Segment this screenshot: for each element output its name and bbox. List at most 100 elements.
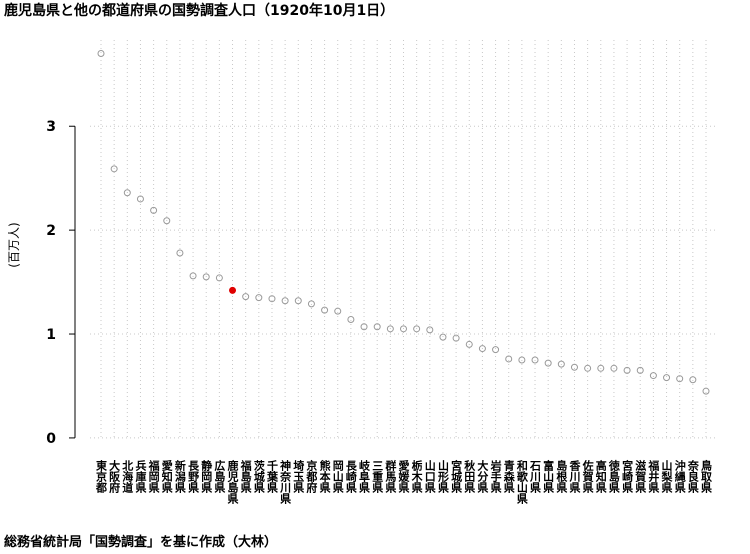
point [163,217,171,225]
point [531,356,539,364]
x-tick-label: 愛知県 [160,459,174,494]
x-tick-label: 千葉県 [265,459,279,494]
x-tick-label: 愛媛県 [397,459,411,494]
point [268,295,276,303]
x-tick-label: 岩手県 [489,459,503,494]
point [255,294,263,302]
point [478,345,486,353]
x-tick-label: 京都府 [305,459,319,494]
x-tick-label: 青森県 [502,459,515,494]
x-tick-label: 東京都 [95,459,109,494]
point [229,286,237,294]
x-tick-label: 群馬県 [384,459,398,494]
point [636,366,644,374]
x-tick-label: 茨城県 [252,459,265,494]
point [110,165,118,173]
x-tick-label: 長崎県 [344,460,357,494]
x-tick-label: 島根県 [555,459,568,494]
point [373,323,381,331]
x-tick-label: 熊本県 [318,459,331,494]
point [597,364,605,372]
point [452,334,460,342]
point [557,360,565,368]
y-axis-label: (百万人) [7,222,21,267]
y-tick-label: 0 [46,431,56,447]
x-tick-label: 香川県 [568,459,582,494]
point [294,297,302,305]
x-tick-label: 高知県 [594,459,608,494]
x-tick-label: 広島県 [213,459,226,494]
point [413,325,421,333]
point [307,300,315,308]
x-tick-label: 大阪府 [108,459,121,494]
point [426,326,434,334]
x-tick-label: 鹿児島県 [226,459,240,505]
point [136,195,144,203]
x-tick-label: 宮城県 [450,459,463,494]
point [610,364,618,372]
y-tick-label: 2 [46,223,56,239]
point [676,375,684,383]
caption: 総務省統計局「国勢調査」を基に作成（大林） [4,534,277,550]
point [570,363,578,371]
point [215,274,223,282]
x-tick-label: 兵庫県 [134,459,147,494]
x-tick-label: 滋賀県 [634,459,648,494]
x-tick-label: 秋田県 [463,459,476,494]
x-tick-label: 福島県 [239,459,253,494]
point [439,333,447,341]
y-tick-label: 3 [46,119,56,135]
point [97,50,105,58]
x-tick-label: 和歌山県 [515,459,528,505]
point [150,206,158,214]
x-tick-label: 北海道 [121,459,134,494]
x-tick-label: 福井県 [647,459,661,494]
x-tick-label: 岐阜県 [358,459,371,494]
y-tick-label: 1 [46,327,56,343]
point [649,372,657,380]
x-tick-label: 神奈川県 [279,459,293,505]
point [189,272,197,280]
x-tick-label: 岡山県 [331,460,344,494]
point [465,340,473,348]
point [360,323,368,331]
x-tick-label: 鳥取県 [700,459,713,494]
x-tick-label: 大分県 [476,459,489,494]
x-tick-label: 栃木県 [410,459,424,494]
point [281,297,289,305]
point [623,366,631,374]
x-tick-label: 埼玉県 [292,459,305,494]
point [702,387,710,395]
point [689,376,697,384]
point [123,189,131,197]
x-tick-label: 新潟県 [173,459,186,494]
point [386,325,394,333]
x-tick-label: 福岡県 [147,459,161,494]
x-tick-label: 静岡県 [200,459,213,494]
point [663,374,671,382]
x-tick-label: 富山県 [542,459,555,494]
chart-title: 鹿児島県と他の都道府県の国勢調査人口（1920年10月1日） [3,2,394,19]
point [518,356,526,364]
x-tick-label: 佐賀県 [581,459,595,494]
point [505,355,513,363]
x-tick-label: 長野県 [187,460,200,494]
x-tick-label: 徳島県 [607,459,621,494]
x-tick-label: 宮崎県 [621,459,634,494]
x-tick-label: 山梨県 [660,459,674,494]
point [321,306,329,314]
point [492,346,500,354]
point [400,325,407,333]
point [584,364,592,372]
point [347,315,355,323]
point [202,273,210,281]
x-tick-label: 山口県 [423,459,436,494]
point [544,359,552,367]
point [334,307,342,315]
x-tick-label: 沖縄県 [673,459,686,494]
x-tick-label: 奈良県 [686,459,700,494]
x-tick-label: 石川県 [529,460,543,494]
point [176,249,184,257]
x-tick-label: 山形県 [436,459,449,494]
